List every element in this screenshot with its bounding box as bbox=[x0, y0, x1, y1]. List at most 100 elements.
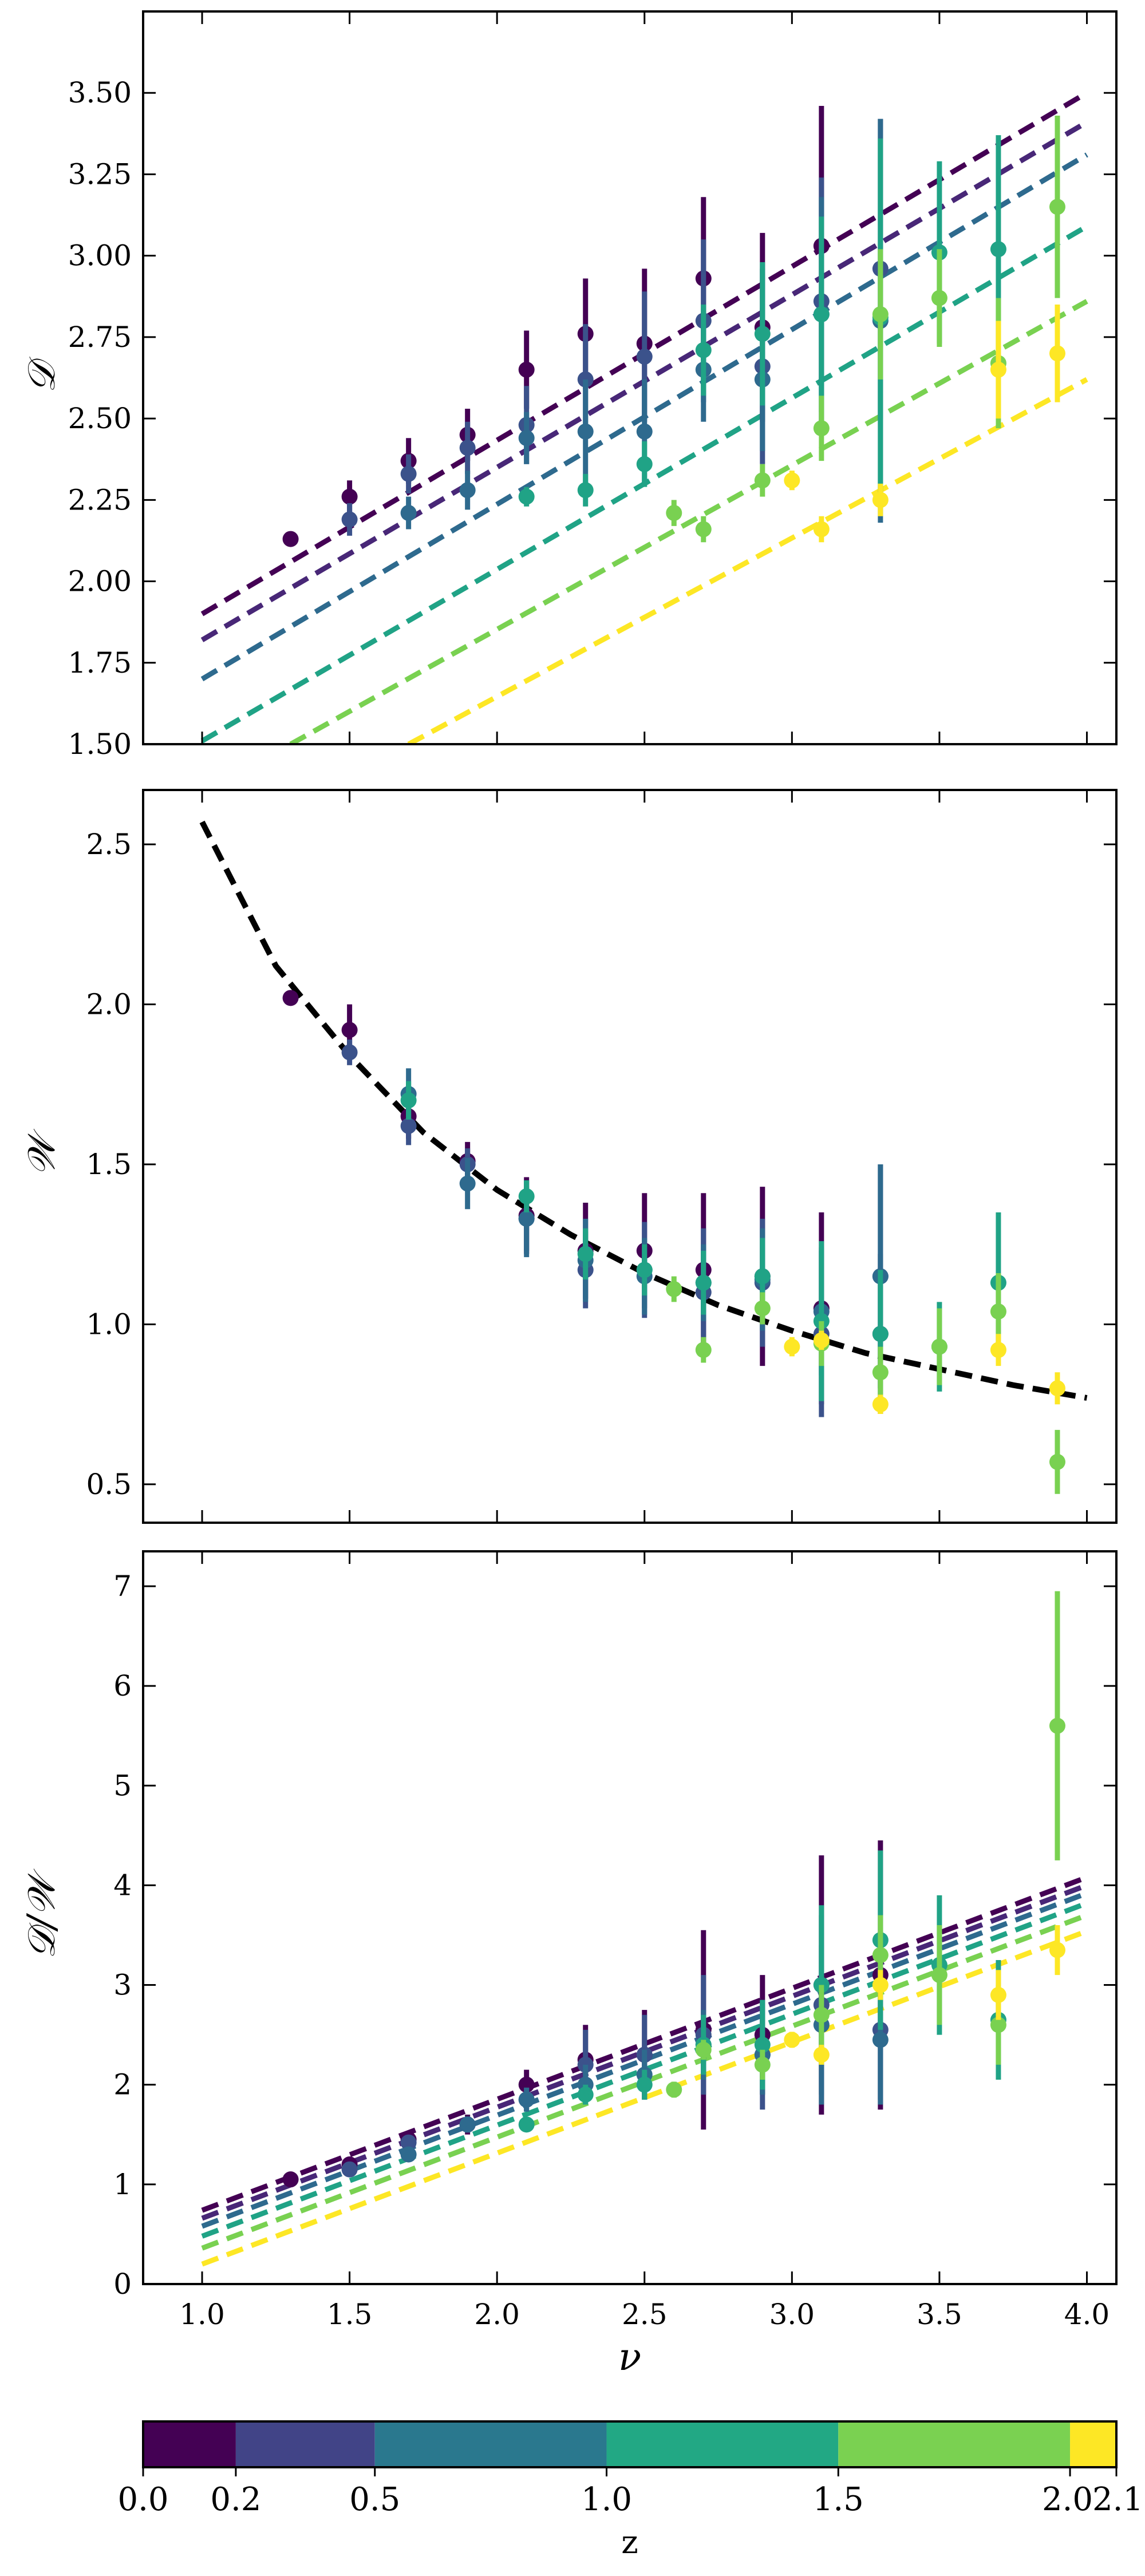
bottom-panel-data-point bbox=[1049, 1942, 1065, 1958]
bottom-panel-y-tick-label: 4 bbox=[113, 1868, 132, 1902]
bottom-panel-y-tick-label: 5 bbox=[113, 1769, 132, 1802]
bottom-panel-data-point bbox=[666, 2081, 682, 2098]
top-panel-data-point bbox=[754, 472, 771, 489]
middle-panel-y-tick-label: 1.5 bbox=[86, 1148, 132, 1181]
top-panel-data-point bbox=[1049, 345, 1065, 362]
middle-panel-data-point bbox=[990, 1303, 1006, 1320]
middle-panel-data-point bbox=[695, 1342, 712, 1358]
top-panel-data-point bbox=[931, 290, 947, 306]
bottom-panel-x-axis-label: ν bbox=[618, 2335, 641, 2379]
middle-panel-data-point bbox=[754, 1268, 771, 1285]
bottom-panel-y-axis-label: 𝒟/𝒲 bbox=[19, 1868, 64, 1959]
bottom-panel-y-tick-label: 6 bbox=[113, 1669, 132, 1702]
top-panel-y-tick-label: 2.50 bbox=[68, 402, 132, 435]
top-panel-data-point bbox=[400, 505, 417, 521]
top-panel-data-point bbox=[990, 361, 1006, 378]
colorbar-bin-z0.2 bbox=[235, 2421, 375, 2467]
middle-panel-data-point bbox=[636, 1262, 653, 1278]
bottom-panel-data-point bbox=[872, 2032, 889, 2048]
colorbar-tick-label: 2.1 bbox=[1092, 2481, 1143, 2518]
bottom-panel-y-tick-label: 0 bbox=[113, 2267, 132, 2301]
middle-panel-data-point bbox=[872, 1364, 889, 1381]
top-panel-data-point bbox=[872, 306, 889, 323]
top-panel-data-point bbox=[813, 521, 830, 538]
bottom-panel-data-point bbox=[400, 2146, 417, 2163]
middle-panel-frame bbox=[142, 789, 1118, 1524]
colorbar-bin-z1.5 bbox=[838, 2421, 1071, 2467]
top-panel-data-point bbox=[695, 342, 712, 358]
top-panel-model-curve-z1.5 bbox=[289, 299, 1088, 744]
middle-panel-data-point bbox=[1049, 1380, 1065, 1397]
middle-panel-y-tick-label: 2.0 bbox=[86, 987, 132, 1021]
bottom-panel-data-point bbox=[813, 2006, 830, 2023]
bottom-panel-y-tick-label: 2 bbox=[113, 2068, 132, 2101]
bottom-panel-x-tick-label: 1.5 bbox=[327, 2298, 373, 2331]
top-panel-data-point bbox=[872, 492, 889, 508]
top-panel-data-point bbox=[813, 306, 830, 323]
middle-panel-data-point bbox=[341, 1022, 358, 1038]
top-panel-data-point bbox=[636, 456, 653, 472]
colorbar-bin-z0.5 bbox=[374, 2421, 607, 2467]
bottom-panel-data-point bbox=[931, 1967, 947, 1984]
top-panel-y-tick-label: 3.50 bbox=[68, 76, 132, 109]
top-panel-y-tick-label: 3.25 bbox=[68, 157, 132, 191]
top-panel-frame bbox=[142, 10, 1118, 745]
top-panel-data-point bbox=[666, 505, 682, 521]
colorbar-tick-label: 0.5 bbox=[349, 2481, 400, 2518]
middle-panel-data-point bbox=[400, 1117, 417, 1134]
top-panel-y-axis-label: 𝒟 bbox=[19, 356, 64, 393]
bottom-panel-data-point bbox=[282, 2171, 299, 2188]
colorbar-tick-label: 1.5 bbox=[813, 2481, 864, 2518]
top-panel-data-point bbox=[341, 488, 358, 505]
middle-panel-data-point bbox=[754, 1300, 771, 1317]
middle-panel-data-point bbox=[784, 1338, 800, 1355]
bottom-panel-data-point bbox=[813, 2046, 830, 2063]
top-panel-y-tick-label: 2.75 bbox=[68, 321, 132, 354]
middle-panel-data-point bbox=[872, 1326, 889, 1342]
middle-panel-data-point bbox=[990, 1342, 1006, 1358]
bottom-panel-x-tick-label: 2.5 bbox=[622, 2298, 668, 2331]
colorbar-tick-label: 1.0 bbox=[581, 2481, 632, 2518]
middle-panel-data-point bbox=[931, 1338, 947, 1355]
bottom-panel-data-point bbox=[695, 2041, 712, 2058]
bottom-panel-data-point bbox=[990, 2017, 1006, 2033]
colorbar-frame bbox=[142, 2420, 1118, 2468]
middle-panel-data-point bbox=[282, 990, 299, 1006]
top-panel-data-point bbox=[1049, 199, 1065, 215]
middle-panel-data-point bbox=[1049, 1453, 1065, 1470]
top-panel-data-point bbox=[518, 430, 535, 447]
middle-panel-data-point bbox=[459, 1175, 476, 1192]
bottom-panel-y-tick-label: 1 bbox=[113, 2168, 132, 2201]
bottom-panel-data-point bbox=[636, 2076, 653, 2093]
bottom-panel-data-point bbox=[459, 2116, 476, 2133]
bottom-panel-frame bbox=[142, 1550, 1118, 2285]
top-panel-plot-area bbox=[200, 90, 1088, 744]
bottom-panel-x-tick-label: 4.0 bbox=[1064, 2298, 1110, 2331]
top-panel-data-point bbox=[400, 465, 417, 482]
colorbar-label: z bbox=[621, 2524, 638, 2561]
middle-panel-data-point bbox=[666, 1281, 682, 1297]
top-panel-y-tick-label: 3.00 bbox=[68, 239, 132, 272]
colorbar-tick-label: 0.0 bbox=[117, 2481, 168, 2518]
bottom-panel-data-point bbox=[872, 1947, 889, 1963]
bottom-panel-y-tick-label: 7 bbox=[113, 1570, 132, 1603]
top-panel-model-curve-z2 bbox=[407, 377, 1088, 744]
middle-panel-data-point bbox=[341, 1044, 358, 1061]
top-panel-data-point bbox=[784, 472, 800, 489]
middle-panel-data-point bbox=[695, 1274, 712, 1291]
bottom-panel-data-point bbox=[518, 2116, 535, 2133]
top-panel-data-point bbox=[577, 482, 594, 499]
top-panel-data-point bbox=[282, 531, 299, 547]
colorbar-bin-z2 bbox=[1070, 2421, 1116, 2467]
bottom-panel-x-tick-label: 3.5 bbox=[917, 2298, 962, 2331]
middle-panel-y-tick-label: 0.5 bbox=[86, 1468, 132, 1501]
bottom-panel-data-point bbox=[518, 2091, 535, 2108]
top-panel-y-tick-label: 1.75 bbox=[68, 646, 132, 679]
colorbar-tick-label: 0.2 bbox=[210, 2481, 261, 2518]
top-panel-data-point bbox=[695, 521, 712, 538]
middle-panel-data-point bbox=[518, 1188, 535, 1204]
middle-panel-data-point bbox=[518, 1210, 535, 1227]
bottom-panel-data-point bbox=[754, 2037, 771, 2053]
colorbar-tick-label: 2.0 bbox=[1042, 2481, 1093, 2518]
